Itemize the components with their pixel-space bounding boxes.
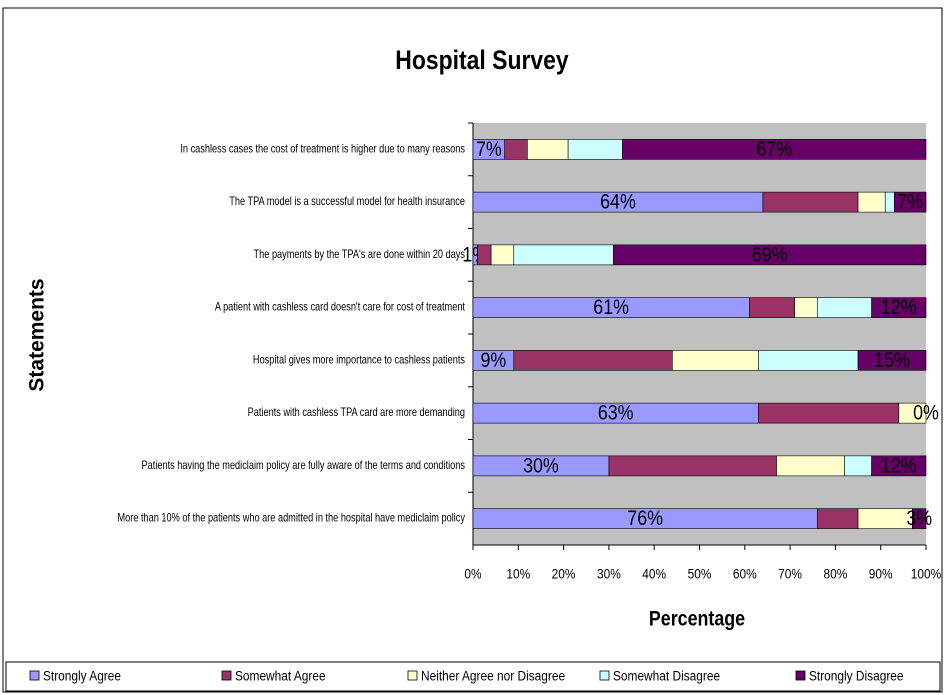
data-label: 7%	[476, 138, 502, 162]
legend-label: Strongly Agree	[43, 668, 121, 684]
bar-segment	[477, 244, 492, 266]
data-label: 7%	[897, 190, 923, 214]
bar-segment	[608, 455, 777, 477]
bar-segment	[871, 455, 927, 477]
y-tick-label: More than 10% of the patients who are ad…	[117, 513, 465, 525]
y-tick-label: In cashless cases the cost of treatment …	[180, 144, 465, 156]
legend-swatch	[221, 670, 232, 681]
data-label: 30%	[523, 454, 559, 478]
x-tick-label: 0%	[464, 566, 482, 582]
bar-segment	[844, 455, 872, 477]
category-label-group: A patient with cashless card doesn't car…	[215, 302, 465, 314]
category-label-group: More than 10% of the patients who are ad…	[117, 513, 465, 525]
y-tick-label: Patients with cashless TPA card are more…	[248, 407, 466, 419]
bar-segment	[622, 139, 927, 160]
bar-segment	[884, 191, 895, 213]
data-label: 3%	[906, 507, 932, 531]
bar-segment	[794, 297, 818, 318]
category-label-group: In cashless cases the cost of treatment …	[180, 144, 465, 156]
category-label-group: The payments by the TPA's are done withi…	[254, 249, 465, 261]
y-axis-title: Statements	[26, 278, 49, 391]
bar-segment	[527, 139, 569, 160]
bar-segment	[758, 402, 900, 424]
data-label: 64%	[600, 190, 636, 214]
legend-label: Neither Agree nor Disagree	[421, 668, 565, 684]
category-label-group: Patients with cashless TPA card are more…	[248, 407, 466, 419]
legend-label: Strongly Disagree	[809, 668, 904, 684]
bar-segment	[871, 297, 927, 318]
x-tick-label: 30%	[597, 566, 621, 582]
bar-segment	[816, 297, 872, 318]
y-tick-label: A patient with cashless card doesn't car…	[215, 302, 465, 314]
data-label: 15%	[874, 349, 910, 373]
x-tick-label: 90%	[869, 566, 893, 582]
data-label: 76%	[627, 507, 663, 531]
y-tick-label: Patients having the mediclaim policy are…	[142, 460, 465, 472]
legend-swatch	[29, 670, 40, 681]
bar-segment	[490, 244, 515, 266]
bar-segment	[898, 402, 927, 424]
bar-segment	[857, 350, 927, 371]
x-tick-label: 60%	[733, 566, 757, 582]
x-tick-label: 20%	[552, 566, 576, 582]
category-label-group: Patients having the mediclaim policy are…	[142, 460, 465, 472]
data-label: 61%	[593, 296, 629, 320]
bar-segment	[513, 244, 614, 266]
x-tick-label: 40%	[642, 566, 666, 582]
bar-segment	[613, 244, 927, 266]
y-tick-label: Hospital gives more importance to cashle…	[253, 355, 465, 367]
bar-segment	[893, 191, 927, 213]
plot-area	[473, 123, 926, 545]
legend-swatch	[599, 670, 610, 681]
chart-title: Hospital Survey	[395, 45, 568, 75]
x-tick-label: 80%	[823, 566, 847, 582]
bar-segment	[857, 508, 913, 529]
bar-segment	[776, 455, 845, 477]
data-label: 12%	[881, 296, 917, 320]
bar-segment	[513, 350, 673, 371]
category-label-group: The TPA model is a successful model for …	[229, 196, 465, 208]
legend-label: Somewhat Disagree	[613, 668, 720, 684]
data-label: 9%	[480, 349, 506, 373]
bar-segment	[762, 191, 859, 213]
x-axis-title: Percentage	[649, 607, 745, 631]
y-tick-label: The payments by the TPA's are done withi…	[254, 249, 465, 261]
data-label: 69%	[752, 243, 788, 267]
legend-swatch	[407, 670, 418, 681]
bar-segment	[672, 350, 759, 371]
x-tick-label: 10%	[506, 566, 530, 582]
legend-swatch	[795, 670, 806, 681]
bar-segment	[857, 191, 886, 213]
bar-segment	[816, 508, 859, 529]
legend-box	[5, 661, 941, 692]
category-label-group: Hospital gives more importance to cashle…	[253, 355, 465, 367]
bar-segment	[758, 350, 859, 371]
x-tick-label: 70%	[778, 566, 802, 582]
data-label: 0%	[913, 401, 939, 425]
legend-label: Somewhat Agree	[235, 668, 326, 684]
data-label: 67%	[756, 138, 792, 162]
x-tick-label: 50%	[688, 566, 712, 582]
y-tick-label: The TPA model is a successful model for …	[229, 196, 465, 208]
bar-segment	[567, 139, 623, 160]
bar-segment	[504, 139, 528, 160]
x-tick-label: 100%	[911, 566, 942, 582]
data-label: 12%	[881, 454, 917, 478]
data-label: 63%	[598, 401, 634, 425]
bar-segment	[749, 297, 795, 318]
bar-segment	[912, 508, 927, 529]
